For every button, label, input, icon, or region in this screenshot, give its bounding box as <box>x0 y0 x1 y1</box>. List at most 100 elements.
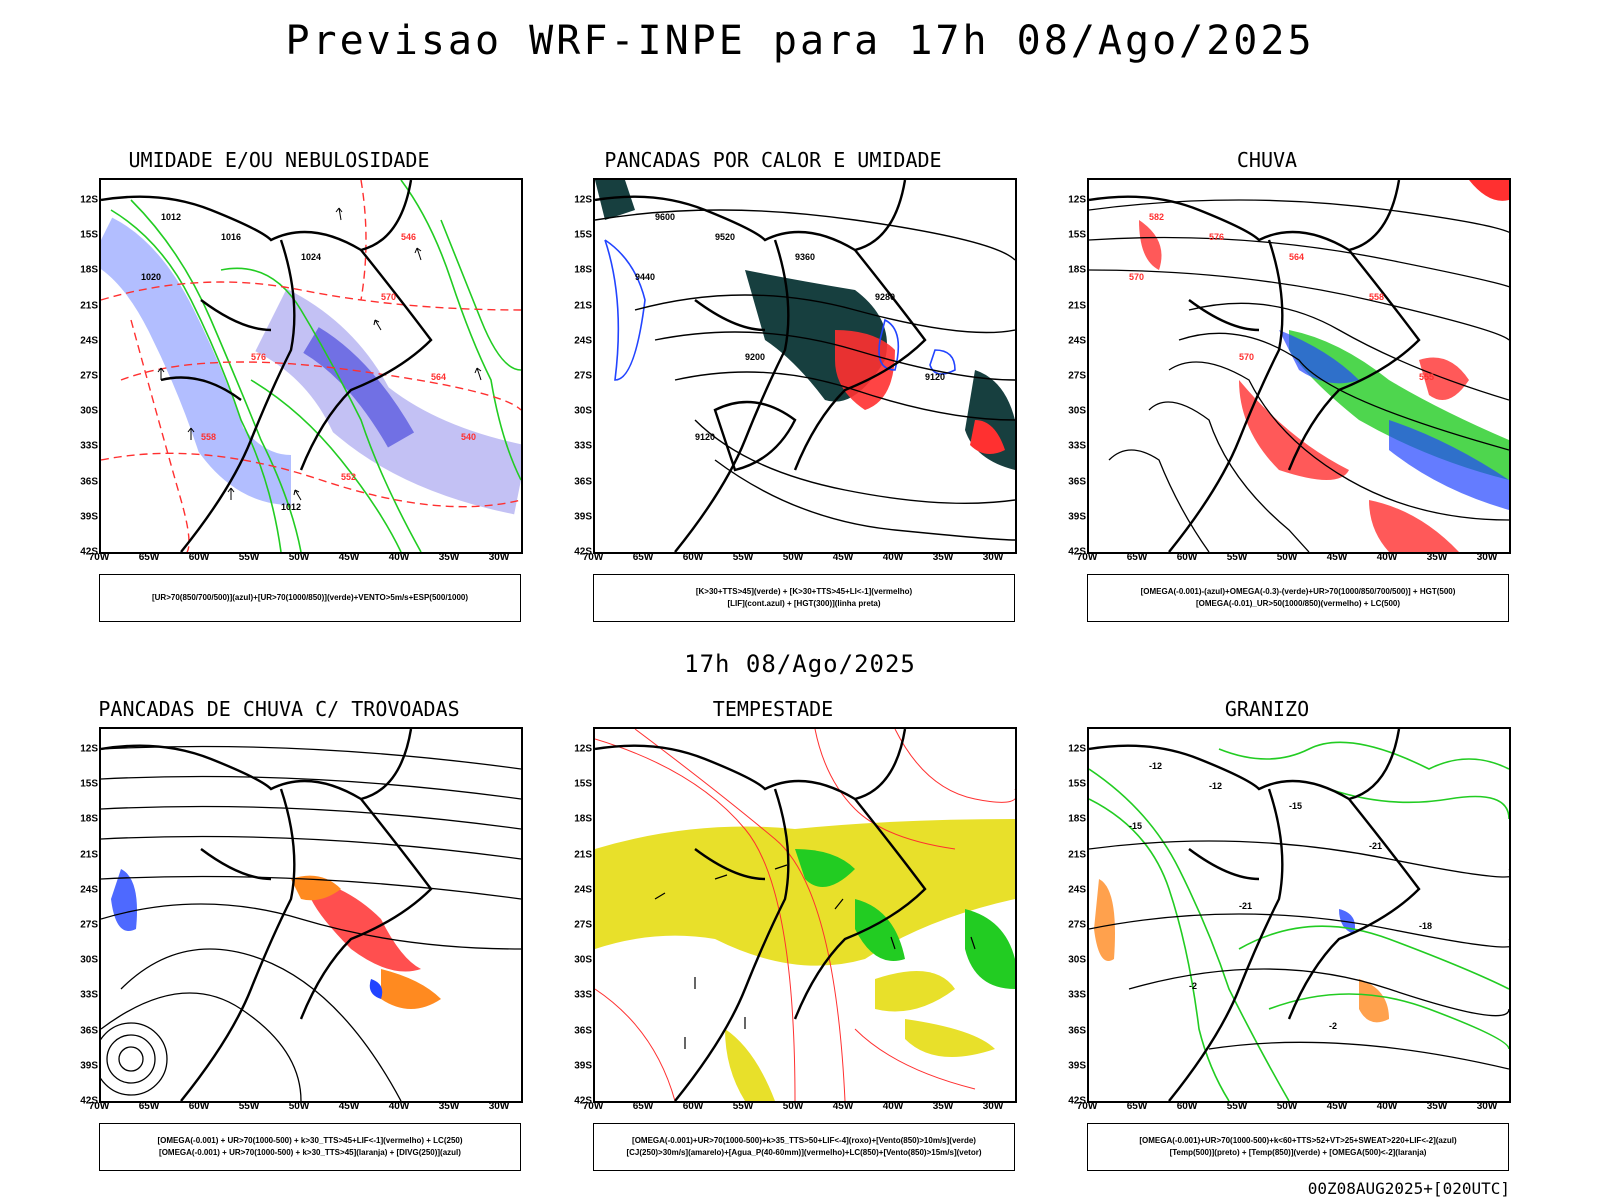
contour-label: 576 <box>1209 232 1224 242</box>
contour-label: 9280 <box>875 292 895 302</box>
lat-tick-label: 36S <box>80 476 98 488</box>
lat-tick-label: 18S <box>80 264 98 276</box>
lat-tick-label: 30S <box>1068 954 1086 966</box>
wind-vectors <box>654 864 976 1049</box>
lon-axis: 70W 65W 60W 55W 50W 45W 40W 35W 30W <box>583 552 1017 566</box>
map-canvas: 9600 9520 9440 9360 9280 9200 9120 9120 <box>595 180 1015 552</box>
map-chuva[interactable]: 582 576 570 564 558 570 555 <box>1087 178 1511 554</box>
lat-tick-label: 39S <box>574 511 592 523</box>
panel-title: TEMPESTADE <box>712 697 834 721</box>
lon-tick-label: 30W <box>488 1101 510 1112</box>
contour-label: -2 <box>1329 1021 1337 1031</box>
lat-tick-label: 42S <box>574 1095 592 1107</box>
contour-label: 555 <box>1419 372 1434 382</box>
contour-label: 570 <box>1239 352 1254 362</box>
lat-tick-label: 24S <box>80 335 98 347</box>
lon-tick-label: 60W <box>188 1101 210 1112</box>
lat-tick-label: 15S <box>80 229 98 241</box>
contour-label: 9200 <box>745 352 765 362</box>
lat-tick-label: 33S <box>80 989 98 1001</box>
mid-title: 17h 08/Ago/2025 <box>684 650 916 678</box>
contour-label: 546 <box>401 232 416 242</box>
lat-tick-label: 15S <box>1068 229 1086 241</box>
lat-tick-label: 39S <box>1068 1060 1086 1072</box>
legend-box: [K>30+TTS>45](verde) + [K>30+TTS>45+LI<-… <box>593 574 1015 622</box>
lat-tick-label: 30S <box>80 405 98 417</box>
contour-label: -12 <box>1149 761 1162 771</box>
green-temp-contours <box>1089 741 1509 1101</box>
lon-tick-label: 35W <box>1426 552 1448 563</box>
legend-line: [OMEGA(-0.001)+UR>70(1000-500)+k<60+TTS>… <box>1139 1136 1457 1145</box>
lat-tick-label: 36S <box>574 1025 592 1037</box>
coastline <box>595 180 927 552</box>
lon-tick-label: 45W <box>1326 1101 1348 1112</box>
lon-axis: 70W 65W 60W 55W 50W 45W 40W 35W 30W <box>89 552 523 566</box>
contour-label: 9600 <box>655 212 675 222</box>
lat-tick-label: 39S <box>80 1060 98 1072</box>
streamlines <box>101 745 521 1101</box>
lon-axis: 70W 65W 60W 55W 50W 45W 40W 35W 30W <box>1077 1101 1511 1115</box>
lon-tick-label: 40W <box>388 552 410 563</box>
panel-title: UMIDADE E/OU NEBULOSIDADE <box>128 148 430 172</box>
lon-tick-label: 55W <box>1226 1101 1248 1112</box>
contour-label: 9360 <box>795 252 815 262</box>
legend-line: [OMEGA(-0.001)-(azul)+OMEGA(-0.3)-(verde… <box>1140 587 1456 596</box>
streamlines <box>1089 199 1509 552</box>
contour-label: 564 <box>431 372 446 382</box>
red-streamlines <box>595 729 1015 1101</box>
lat-tick-label: 33S <box>1068 989 1086 1001</box>
panel-title: PANCADAS DE CHUVA C/ TROVOADAS <box>98 697 460 721</box>
contour-label: 1016 <box>221 232 241 242</box>
lat-tick-label: 39S <box>80 511 98 523</box>
legend-line: [OMEGA(-0.001)+UR>70(1000-500)+k>35_TTS>… <box>632 1136 976 1145</box>
coastline <box>101 729 433 1101</box>
map-trovoadas[interactable] <box>99 727 523 1103</box>
lat-tick-label: 42S <box>574 546 592 558</box>
coastline <box>101 180 433 552</box>
legend-line: [Temp(500)](preto) + [Temp(850)](verde) … <box>1169 1148 1427 1157</box>
contour-label: 570 <box>381 292 396 302</box>
map-umidade[interactable]: 1012 1016 1020 1024 570 576 564 558 552 546 540 101… <box>99 178 523 554</box>
lon-tick-label: 60W <box>682 1101 704 1112</box>
contour-label: 570 <box>1129 272 1144 282</box>
lat-tick-label: 42S <box>1068 1095 1086 1107</box>
black-temp-contours <box>1089 840 1509 1070</box>
lat-tick-label: 33S <box>574 989 592 1001</box>
lat-tick-label: 36S <box>80 1025 98 1037</box>
lon-tick-label: 45W <box>832 1101 854 1112</box>
lat-tick-label: 39S <box>574 1060 592 1072</box>
legend-box: [OMEGA(-0.001)-(azul)+OMEGA(-0.3)-(verde… <box>1087 574 1509 622</box>
lat-tick-label: 18S <box>80 813 98 825</box>
lon-tick-label: 65W <box>138 552 160 563</box>
lat-tick-label: 21S <box>574 849 592 861</box>
lat-tick-label: 36S <box>574 476 592 488</box>
contour-label: 1012 <box>281 502 301 512</box>
lon-tick-label: 40W <box>388 1101 410 1112</box>
legend-line: [OMEGA(-0.001) + UR>70(1000-500) + k>30_… <box>159 1148 461 1157</box>
lon-tick-label: 35W <box>932 552 954 563</box>
map-canvas <box>101 729 521 1101</box>
lat-tick-label: 15S <box>574 778 592 790</box>
coastline <box>1089 180 1421 552</box>
lon-tick-label: 35W <box>1426 1101 1448 1112</box>
lat-axis: 12S 15S 18S 21S 24S 27S 30S 33S 36S 39S 42S <box>568 178 592 558</box>
legend-line: [UR>70(850/700/500)](azul)+[UR>70(1000/8… <box>151 593 469 602</box>
map-pancadas-calor[interactable]: 9600 9520 9440 9360 9280 9200 9120 9120 <box>593 178 1017 554</box>
lon-tick-label: 40W <box>1376 552 1398 563</box>
lon-tick-label: 70W <box>1076 552 1098 563</box>
contour-label: 9120 <box>695 432 715 442</box>
lat-tick-label: 15S <box>80 778 98 790</box>
contour-label: -18 <box>1419 921 1432 931</box>
lon-tick-label: 70W <box>582 1101 604 1112</box>
lon-axis: 70W 65W 60W 55W 50W 45W 40W 35W 30W <box>89 1101 523 1115</box>
lat-tick-label: 18S <box>1068 264 1086 276</box>
contour-label: 9520 <box>715 232 735 242</box>
legend-line: [CJ(250)>30m/s](amarelo)+[Agua_P(40-60mm… <box>626 1148 982 1157</box>
map-tempestade[interactable] <box>593 727 1017 1103</box>
map-granizo[interactable]: -12 -12 -15 -15 -21 -21 -18 -2 -2 <box>1087 727 1511 1103</box>
lat-tick-label: 36S <box>1068 1025 1086 1037</box>
contour-label: 1020 <box>141 272 161 282</box>
lat-tick-label: 42S <box>1068 546 1086 558</box>
lat-tick-label: 21S <box>1068 849 1086 861</box>
legend-box: [OMEGA(-0.001)+UR>70(1000-500)+k>35_TTS>… <box>593 1123 1015 1171</box>
